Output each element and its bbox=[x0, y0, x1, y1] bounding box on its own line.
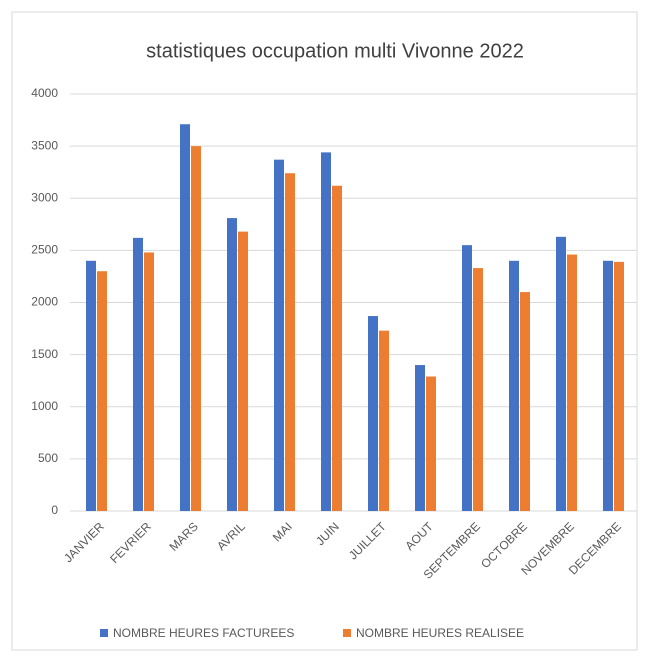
y-tick-label: 1500 bbox=[31, 347, 58, 361]
bar bbox=[426, 376, 436, 511]
bar bbox=[285, 173, 295, 512]
y-tick-label: 0 bbox=[51, 503, 58, 517]
bar bbox=[332, 185, 342, 512]
bar bbox=[556, 236, 566, 511]
chart-title: statistiques occupation multi Vivonne 20… bbox=[146, 40, 524, 62]
y-tick-label: 3500 bbox=[31, 138, 58, 152]
bar bbox=[603, 260, 613, 511]
y-tick-label: 2500 bbox=[31, 243, 58, 257]
bar bbox=[274, 159, 284, 512]
legend-swatch bbox=[100, 629, 108, 637]
bar bbox=[462, 245, 472, 511]
legend-swatch bbox=[343, 629, 351, 637]
bar bbox=[368, 316, 378, 511]
bar bbox=[180, 124, 190, 512]
y-tick-label: 500 bbox=[38, 451, 58, 465]
y-tick-label: 3000 bbox=[31, 190, 58, 204]
y-tick-label: 1000 bbox=[31, 399, 58, 413]
bar bbox=[238, 231, 248, 512]
bar bbox=[86, 260, 96, 511]
bar bbox=[191, 146, 201, 511]
bar bbox=[379, 330, 389, 511]
bar bbox=[473, 268, 483, 511]
bar bbox=[133, 237, 143, 512]
bar bbox=[97, 271, 107, 511]
bar bbox=[227, 218, 237, 511]
bar bbox=[520, 292, 530, 511]
bar bbox=[567, 254, 577, 512]
legend-label: NOMBRE HEURES REALISEE bbox=[356, 626, 524, 640]
bar bbox=[321, 152, 331, 511]
bar bbox=[415, 365, 425, 511]
bar bbox=[509, 260, 519, 511]
y-tick-label: 4000 bbox=[31, 86, 58, 100]
bar bbox=[144, 252, 154, 511]
legend-label: NOMBRE HEURES FACTUREES bbox=[113, 626, 294, 640]
y-tick-label: 2000 bbox=[31, 295, 58, 309]
bar bbox=[614, 261, 624, 511]
